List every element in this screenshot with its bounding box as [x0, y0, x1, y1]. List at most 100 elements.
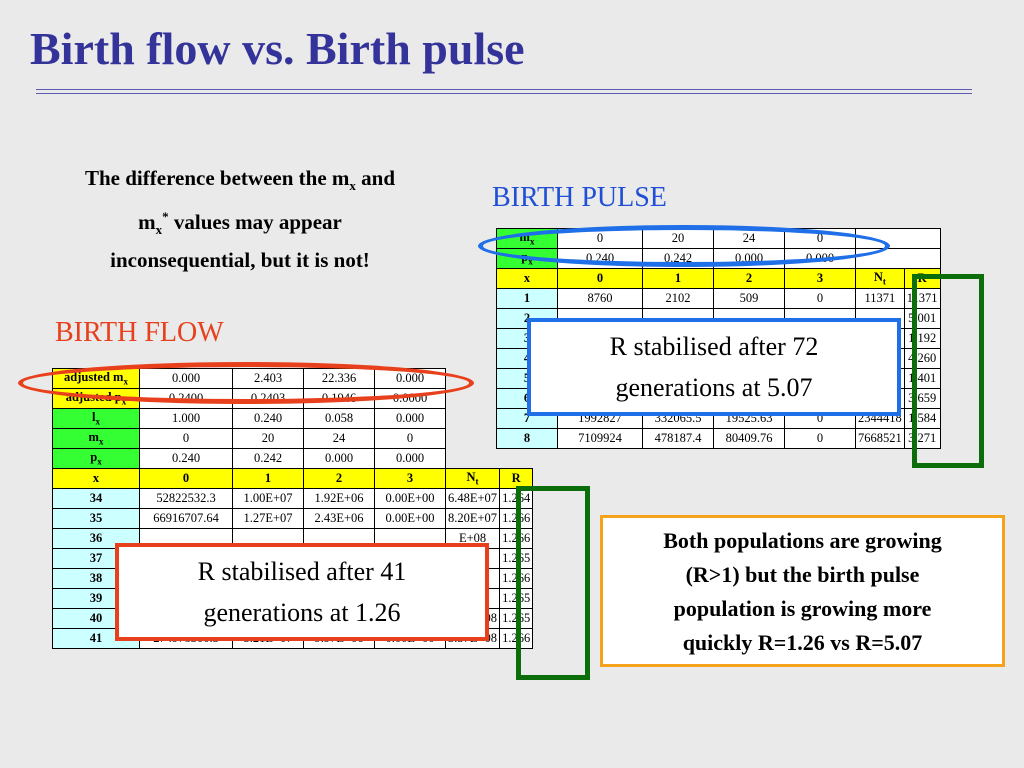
header-cell: Nt [855, 268, 905, 289]
header-cell: 0 [557, 268, 643, 289]
value-cell: 7109924 [557, 428, 643, 449]
header-text: 0 [182, 471, 190, 485]
value-cell: 66916707.64 [139, 508, 233, 529]
row-label-sub: x [95, 416, 100, 427]
header-cell: 0 [139, 468, 233, 489]
row-label: lx [52, 408, 140, 429]
row-label-text: p [90, 450, 98, 465]
header-text: N [873, 270, 883, 285]
birth-flow-mx-ellipse [18, 362, 474, 404]
param-cell: 0.058 [303, 408, 375, 429]
bp-callout-line1: R stabilised after 72 [609, 332, 819, 361]
param-cell: 0.240 [232, 408, 304, 429]
header-cell: 1 [642, 268, 714, 289]
param-cell: 24 [303, 428, 375, 449]
title-rule-top [36, 89, 972, 90]
value-cell: 11371 [855, 288, 905, 309]
intro-sup: * [162, 209, 169, 225]
table-row: 1 8760 2102 509 0 11371 11371 [496, 288, 941, 309]
value-cell: 1.92E+06 [303, 488, 375, 509]
table-row: 8 7109924 478187.4 80409.76 0 7668521 3.271 [496, 428, 941, 449]
bf-callout-line2: generations at 1.26 [203, 598, 401, 627]
row-label-sub: x [121, 396, 127, 407]
value-cell: 8760 [557, 288, 643, 309]
param-row: lx 1.000 0.240 0.058 0.000 [52, 408, 533, 429]
value-cell: 0.00E+00 [374, 488, 446, 509]
value-cell: 6.48E+07 [444, 488, 501, 509]
note-line3: population is growing more [673, 596, 932, 621]
value-cell: 478187.4 [642, 428, 714, 449]
birth-flow-r-highlight [516, 486, 590, 680]
param-cell: 0.000 [303, 448, 375, 469]
param-cell: 20 [232, 428, 304, 449]
birth-pulse-r-highlight [912, 274, 984, 468]
header-row: x 0 1 2 3 Nt R [52, 468, 534, 489]
row-label-text: l [92, 410, 96, 425]
value-cell: 2102 [642, 288, 714, 309]
header-text: 1 [264, 471, 272, 485]
param-cell: 1.000 [139, 408, 233, 429]
intro-line2: m [138, 210, 156, 235]
param-cell: 0 [139, 428, 233, 449]
generation-cell: 34 [52, 488, 140, 509]
birth-pulse-heading: BIRTH PULSE [492, 182, 667, 213]
bf-callout-line1: R stabilised after 41 [197, 557, 407, 586]
value-cell: 8.20E+07 [444, 508, 501, 529]
intro-line2-end: values may appear [168, 210, 342, 235]
row-label: mx [52, 428, 140, 449]
row-label: px [52, 448, 140, 469]
header-text: 0 [596, 271, 604, 285]
row-label-sub: x [97, 456, 102, 467]
value-cell: 0 [784, 428, 856, 449]
note-line4: quickly R=1.26 vs R=5.07 [682, 630, 923, 655]
row-label-text: m [88, 430, 99, 445]
header-cell: x [52, 468, 140, 489]
header-cell: 1 [232, 468, 304, 489]
header-text: x [92, 471, 100, 485]
header-text: 1 [674, 271, 682, 285]
intro-text: The difference between the mx and mx* va… [30, 163, 450, 276]
value-cell: 2.43E+06 [303, 508, 375, 529]
generation-cell: 1 [496, 288, 558, 309]
table-row: 34 52822532.3 1.00E+07 1.92E+06 0.00E+00 6.48… [52, 488, 534, 509]
param-cell: 0 [374, 428, 446, 449]
header-text: 2 [335, 471, 343, 485]
note-line1: Both populations are growing [663, 528, 942, 553]
note-line2: (R>1) but the birth pulse [685, 562, 920, 587]
value-cell: 1.27E+07 [232, 508, 304, 529]
row-label-sub: x [528, 256, 533, 267]
slide-title: Birth flow vs. Birth pulse [30, 23, 525, 74]
header-cell: 2 [713, 268, 785, 289]
intro-line3: inconsequential, but it is not! [110, 248, 370, 273]
value-cell: 52822532.3 [139, 488, 233, 509]
birth-flow-callout: R stabilised after 41 generations at 1.26 [115, 543, 489, 641]
param-row: px 0.240 0.242 0.000 0.000 [52, 448, 533, 469]
value-cell: 509 [713, 288, 785, 309]
header-text: x [523, 271, 531, 285]
value-cell: 80409.76 [713, 428, 785, 449]
header-text: 3 [406, 471, 414, 485]
table-row: 35 66916707.64 1.27E+07 2.43E+06 0.00E+00 8.2… [52, 508, 534, 529]
blank-cell [855, 248, 941, 269]
value-cell: 0 [784, 288, 856, 309]
bp-callout-line2: generations at 5.07 [615, 373, 813, 402]
generation-cell: 35 [52, 508, 140, 529]
header-text: R [511, 471, 521, 485]
header-text: 3 [816, 271, 824, 285]
header-sub: t [475, 476, 479, 487]
title-rule-bottom [36, 93, 972, 94]
header-cell: 3 [374, 468, 446, 489]
param-cell: 0.242 [232, 448, 304, 469]
param-cell: 0.000 [374, 448, 446, 469]
header-cell: 2 [303, 468, 375, 489]
intro-sub2: x [155, 222, 163, 238]
value-cell: 0.00E+00 [374, 508, 446, 529]
intro-line1: The difference between the m [85, 166, 350, 190]
param-cell: 0.240 [139, 448, 233, 469]
comparison-note: Both populations are growing (R>1) but t… [600, 515, 1005, 667]
birth-pulse-callout: R stabilised after 72 generations at 5.07 [527, 318, 901, 416]
header-sub: t [882, 276, 886, 287]
header-cell: x [496, 268, 558, 289]
value-cell: 1.00E+07 [232, 488, 304, 509]
header-text: N [466, 470, 476, 485]
